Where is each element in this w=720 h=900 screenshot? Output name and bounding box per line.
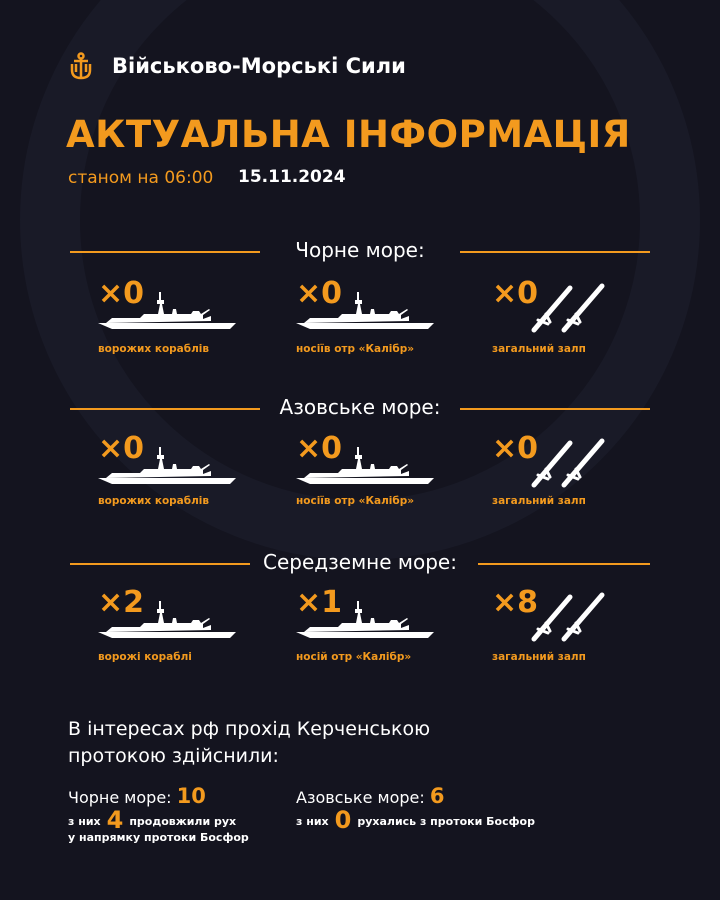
section-title: Середземне море: bbox=[263, 550, 457, 574]
item-label: носій отр «Калібр» bbox=[296, 651, 412, 663]
kerch-black-sea: Чорне море: 10 bbox=[68, 784, 206, 808]
item-label: носіїв отр «Калібр» bbox=[296, 343, 415, 355]
item-label: загальний залп bbox=[492, 343, 586, 355]
kerch-black-value: 10 bbox=[176, 784, 206, 808]
detail-text: продовжили рух bbox=[129, 815, 237, 828]
divider bbox=[70, 563, 250, 565]
warship-icon bbox=[296, 597, 434, 643]
item-count: ×0 bbox=[296, 431, 343, 466]
item-label: загальний залп bbox=[492, 651, 586, 663]
section-title: Азовське море: bbox=[279, 395, 441, 419]
warship-icon bbox=[98, 288, 236, 334]
item-label: ворожих кораблів bbox=[98, 495, 210, 507]
item-label: загальний залп bbox=[492, 495, 586, 507]
section-title: Чорне море: bbox=[295, 238, 425, 262]
report-date: 15.11.2024 bbox=[238, 167, 346, 187]
detail-text: рухались з протоки Босфор bbox=[357, 815, 535, 828]
missiles-icon bbox=[530, 282, 610, 338]
divider bbox=[70, 251, 260, 253]
kerch-azov-sea: Азовське море: 6 bbox=[296, 784, 444, 808]
item-count: ×8 bbox=[492, 585, 539, 620]
warship-icon bbox=[98, 443, 236, 489]
item-count: ×0 bbox=[98, 276, 145, 311]
bosphorus-count: 4 bbox=[106, 806, 124, 834]
detail-text-line2: у напрямку протоки Босфор bbox=[68, 831, 249, 844]
kerch-black-label: Чорне море: bbox=[68, 788, 172, 807]
detail-prefix: з них bbox=[296, 815, 329, 828]
bosphorus-count: 0 bbox=[334, 806, 352, 834]
detail-prefix: з них bbox=[68, 815, 101, 828]
item-label: носіїв отр «Калібр» bbox=[296, 495, 415, 507]
kerch-azov-label: Азовське море: bbox=[296, 788, 425, 807]
navy-trident-anchor-icon bbox=[70, 52, 92, 80]
item-count: ×0 bbox=[98, 431, 145, 466]
divider bbox=[460, 251, 650, 253]
divider bbox=[460, 408, 650, 410]
page-title: АКТУАЛЬНА ІНФОРМАЦІЯ bbox=[66, 113, 631, 156]
warship-icon bbox=[296, 443, 434, 489]
missiles-icon bbox=[530, 437, 610, 493]
kerch-heading-line2: протокою здійснили: bbox=[68, 745, 279, 767]
warship-icon bbox=[98, 597, 236, 643]
divider bbox=[478, 563, 650, 565]
item-count: ×0 bbox=[296, 276, 343, 311]
missiles-icon bbox=[530, 591, 610, 647]
item-label: ворожих кораблів bbox=[98, 343, 210, 355]
kerch-heading-line1: В інтересах рф прохід Керченською bbox=[68, 718, 431, 740]
item-count: ×2 bbox=[98, 585, 145, 620]
brand-name: Військово-Морські Сили bbox=[112, 54, 406, 78]
kerch-azov-detail: з них 0 рухались з протоки Босфор bbox=[296, 808, 535, 832]
item-count: ×0 bbox=[492, 431, 539, 466]
kerch-black-detail: з них 4 продовжили рух у напрямку протоки … bbox=[68, 808, 249, 846]
item-count: ×1 bbox=[296, 585, 343, 620]
as-of-label: станом на 06:00 bbox=[68, 168, 214, 188]
warship-icon bbox=[296, 288, 434, 334]
kerch-azov-value: 6 bbox=[429, 784, 445, 808]
item-label: ворожі кораблі bbox=[98, 651, 192, 663]
item-count: ×0 bbox=[492, 276, 539, 311]
divider bbox=[70, 408, 260, 410]
